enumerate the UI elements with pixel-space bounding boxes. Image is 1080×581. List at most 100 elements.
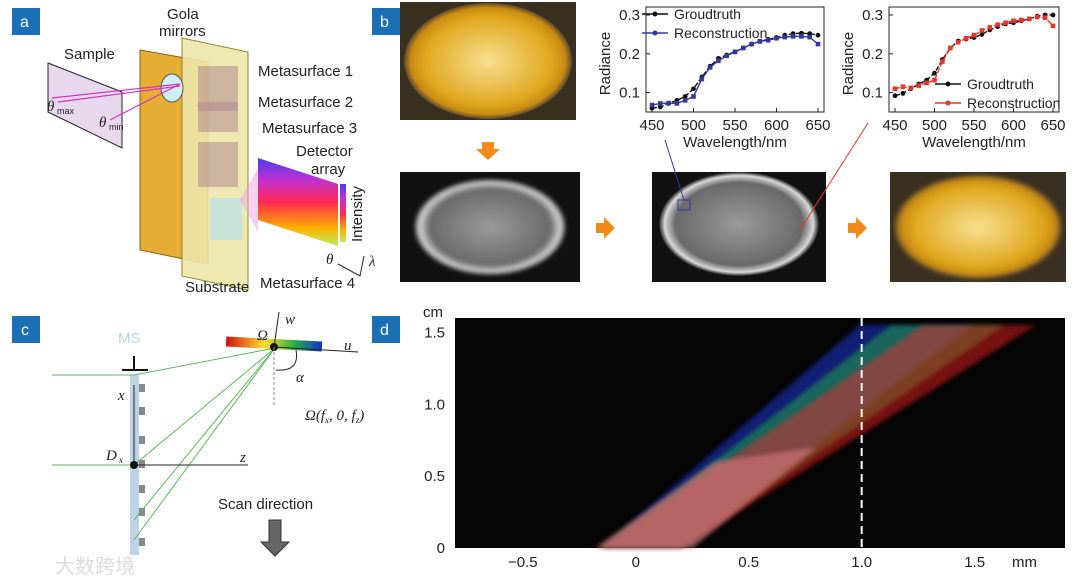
- label-detector: Detector: [296, 143, 353, 160]
- data-point: [682, 94, 688, 99]
- panel-c-diagram: MS x z D x w u Ω α Ω(fx, 0, fz) Scan dir…: [52, 311, 364, 578]
- data-point: [1042, 15, 1048, 21]
- panel-label-d: d: [372, 316, 400, 343]
- y-axis-unit: cm: [423, 304, 443, 321]
- x-axis-label: Wavelength/nm: [922, 134, 1026, 151]
- label-w: w: [285, 312, 295, 328]
- data-point: [900, 84, 906, 90]
- pointer-line-red: [799, 122, 869, 231]
- data-point: [691, 94, 696, 99]
- y-tick-label: 0.3: [862, 7, 883, 24]
- label-x: x: [117, 388, 125, 404]
- label-metasurface-4: Metasurface 4: [260, 275, 355, 292]
- label-metasurface-1: Metasurface 1: [258, 63, 353, 80]
- x-tick-label: 650: [805, 117, 830, 134]
- y-axis-label: Radiance: [597, 32, 614, 95]
- data-point: [971, 32, 977, 38]
- data-point: [948, 45, 953, 51]
- data-point: [908, 85, 914, 91]
- data-point: [782, 34, 788, 40]
- data-point: [666, 100, 671, 106]
- data-point: [649, 102, 655, 108]
- label-metasurface-3: Metasurface 3: [262, 120, 357, 137]
- y-tick-label: 0.5: [424, 468, 445, 485]
- arrow-right-icon: [596, 217, 615, 239]
- panel-b-images: [400, 2, 1066, 282]
- panel-label-b: b: [372, 8, 400, 35]
- legend-label: Groudtruth: [674, 6, 741, 22]
- light-field-heatmap: −0.5 0 0.5 1.0 1.5 0 0.5 1.0 1.5 mm cm: [423, 304, 1065, 571]
- x-tick-label: 550: [961, 117, 986, 134]
- label-array: array: [311, 161, 346, 178]
- svg-text:Ω(fx, 0, fz): Ω(fx, 0, fz): [305, 408, 364, 425]
- y-tick-label: 0.3: [619, 7, 640, 24]
- label-omega-coord: Ω(fx, 0, fz): [305, 408, 364, 425]
- data-point: [749, 41, 754, 47]
- x-tick-label: 450: [882, 117, 907, 134]
- label-theta: θ: [326, 252, 334, 268]
- data-point: [1019, 17, 1024, 23]
- sample-plane: [47, 62, 123, 149]
- data-point: [1050, 12, 1056, 18]
- data-point: [924, 80, 929, 86]
- data-point: [765, 37, 771, 43]
- data-point: [815, 41, 821, 47]
- arrow-right-icon: [848, 217, 867, 239]
- data-point: [741, 45, 746, 51]
- data-point: [724, 53, 729, 59]
- x-tick-label: 500: [681, 117, 706, 134]
- series-line-groudtruth: [651, 32, 819, 109]
- x-tick-label: 600: [764, 117, 789, 134]
- data-point: [963, 35, 969, 41]
- data-point: [1003, 20, 1008, 26]
- data-point: [916, 83, 921, 88]
- metasurface-4: [210, 198, 242, 240]
- x-tick-label: 0: [632, 554, 640, 571]
- detector-array: [258, 158, 338, 246]
- x-axis-label: Wavelength/nm: [683, 134, 787, 151]
- data-point: [682, 98, 688, 103]
- x-tick-label: 0.5: [738, 554, 759, 571]
- legend-label: Reconstruction: [967, 95, 1060, 111]
- data-point: [757, 39, 763, 44]
- data-point: [658, 101, 663, 106]
- panel-label-c: c: [12, 316, 40, 343]
- data-point: [716, 58, 721, 64]
- svg-text:d: d: [380, 322, 389, 339]
- x-tick-label: 500: [922, 117, 947, 134]
- pointer-line-blue: [664, 139, 685, 201]
- data-point: [932, 77, 937, 83]
- label-intensity: Intensity: [349, 186, 366, 242]
- legend-marker: [652, 11, 658, 17]
- data-point: [1034, 14, 1040, 20]
- data-point: [1027, 16, 1032, 22]
- label-dx: D: [105, 448, 117, 464]
- metasurface-3: [198, 142, 238, 187]
- x-tick-label: 550: [722, 117, 747, 134]
- data-point: [900, 90, 906, 96]
- spectrum-chart-blue: 450 500 550 600 650 0.1 0.2 0.3 Wavelength/nm Rad…: [597, 6, 831, 151]
- label-metasurface-2: Metasurface 2: [258, 94, 353, 111]
- panel-a-diagram: Sample Gola mirrors Metasurface 1 Metasu…: [47, 6, 376, 296]
- label-scan-direction: Scan direction: [218, 496, 313, 513]
- scan-direction-arrow-icon: [259, 519, 291, 557]
- watermark: 大数跨境: [55, 555, 135, 578]
- label-ms: MS: [118, 330, 141, 347]
- label-lambda: λ: [368, 254, 376, 270]
- meta-atoms: [139, 384, 145, 546]
- svg-text:c: c: [21, 322, 29, 339]
- label-z: z: [239, 450, 246, 466]
- data-point: [815, 32, 821, 38]
- x-tick-label: 450: [639, 117, 664, 134]
- y-tick-label: 1.0: [424, 396, 445, 413]
- label-alpha: α: [296, 370, 305, 386]
- y-tick-label: 0.1: [862, 85, 883, 102]
- label-theta-max-sub: max: [57, 106, 75, 116]
- label-mirrors: mirrors: [159, 23, 206, 40]
- data-point: [1011, 18, 1016, 24]
- x-tick-label: 1.5: [964, 554, 985, 571]
- y-axis-label: Radiance: [840, 32, 857, 95]
- y-tick-label: 0.2: [862, 46, 883, 63]
- data-point: [774, 35, 779, 41]
